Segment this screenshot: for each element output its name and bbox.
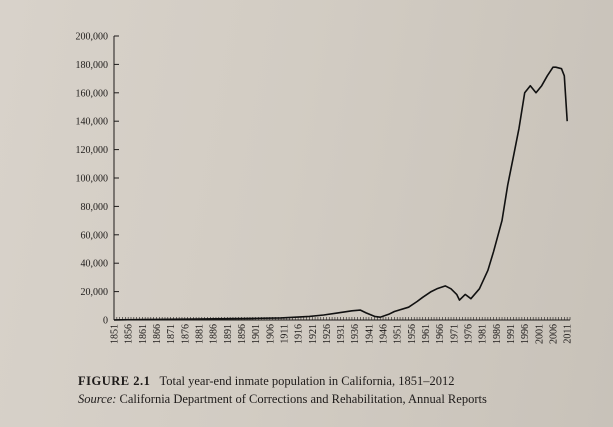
y-tick-label: 100,000 — [76, 174, 109, 185]
x-tick-label: 1861 — [138, 324, 149, 344]
y-tick-label: 0 — [103, 316, 108, 327]
y-tick-label: 160,000 — [76, 88, 109, 99]
population-line — [113, 66, 568, 321]
x-tick-label: 1916 — [294, 324, 305, 344]
y-tick-label: 180,000 — [76, 60, 109, 71]
figure-caption: FIGURE 2.1 Total year-end inmate populat… — [78, 373, 598, 408]
x-tick-label: 1976 — [464, 324, 475, 344]
y-tick-label: 120,000 — [76, 145, 109, 156]
chart-axes — [113, 36, 570, 321]
chart-series — [113, 66, 568, 321]
x-tick-label: 1876 — [180, 324, 191, 344]
x-tick-label: 1921 — [308, 324, 319, 344]
x-tick-label: 1991 — [506, 324, 517, 344]
y-axis-ticks: 0 20,000 40,000 60,000 80,000 100,000 120,000 1… — [76, 32, 119, 327]
x-tick-label: 1856 — [124, 324, 135, 344]
x-tick-label: 1936 — [350, 324, 361, 344]
x-tick-label: 1881 — [194, 324, 205, 344]
x-tick-label: 1961 — [421, 324, 432, 344]
x-tick-label: 1986 — [492, 324, 503, 344]
x-tick-label: 1981 — [478, 324, 489, 344]
x-tick-label: 2011 — [563, 324, 574, 344]
source-text: California Department of Corrections and… — [119, 392, 487, 407]
x-tick-label: 1956 — [407, 324, 418, 344]
x-tick-label: 1891 — [223, 324, 234, 344]
x-tick-label: 1931 — [336, 324, 347, 344]
x-tick-label: 1946 — [379, 324, 390, 344]
x-axis-ticks: 1851 1856 1861 1866 1871 1876 1881 1886 1891 1896… — [110, 317, 574, 344]
y-tick-label: 60,000 — [81, 230, 109, 241]
x-tick-label: 1906 — [265, 324, 276, 344]
figure-title: Total year-end inmate population in Cali… — [159, 374, 455, 388]
x-tick-label: 1971 — [449, 324, 460, 344]
x-tick-label: 1911 — [279, 324, 290, 344]
figure-label: FIGURE 2.1 — [78, 374, 151, 388]
y-tick-label: 40,000 — [81, 259, 109, 270]
y-tick-label: 200,000 — [76, 32, 109, 43]
x-tick-label: 1996 — [520, 324, 531, 344]
source-label: Source: — [78, 392, 117, 407]
x-tick-label: 1901 — [251, 324, 262, 344]
x-tick-label: 1966 — [435, 324, 446, 344]
x-tick-label: 1941 — [364, 324, 375, 344]
y-tick-label: 80,000 — [81, 202, 109, 213]
x-tick-label: 1886 — [209, 324, 220, 344]
y-tick-label: 20,000 — [81, 287, 109, 298]
line-chart: 0 20,000 40,000 60,000 80,000 100,000 120,000 1… — [76, 32, 574, 345]
x-tick-label: 2001 — [534, 324, 545, 344]
x-tick-label: 1896 — [237, 324, 248, 344]
x-tick-label: 1851 — [110, 324, 121, 344]
x-tick-label: 1926 — [322, 324, 333, 344]
x-tick-label: 1871 — [166, 324, 177, 344]
x-tick-label: 1866 — [152, 324, 163, 344]
x-tick-label: 1951 — [393, 324, 404, 344]
x-tick-label: 2006 — [549, 324, 560, 344]
y-tick-label: 140,000 — [76, 117, 109, 128]
